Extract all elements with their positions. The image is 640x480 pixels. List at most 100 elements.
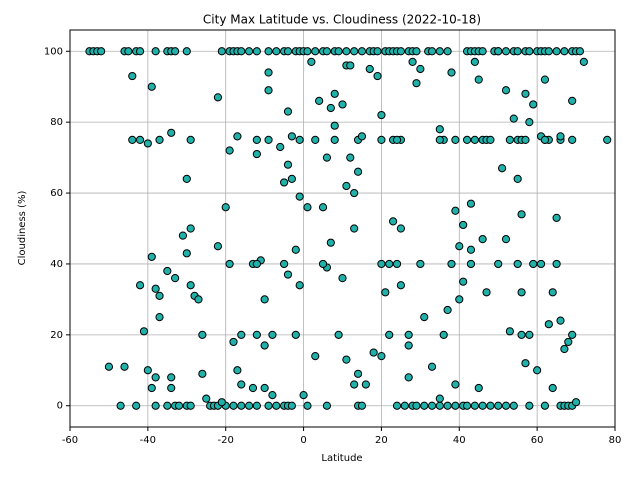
point <box>396 281 405 290</box>
point <box>501 235 511 244</box>
point <box>186 281 195 290</box>
point <box>525 330 534 339</box>
point <box>229 337 238 347</box>
point <box>427 401 437 410</box>
point <box>225 259 234 269</box>
point <box>470 135 479 144</box>
point <box>135 47 145 56</box>
point <box>525 47 534 56</box>
point <box>373 71 382 81</box>
point <box>571 398 581 407</box>
point <box>357 47 367 56</box>
point <box>540 135 550 144</box>
point <box>167 128 176 137</box>
point <box>295 135 304 144</box>
point <box>307 57 316 67</box>
point <box>322 47 332 56</box>
point <box>151 47 160 56</box>
point <box>171 274 180 283</box>
point <box>564 337 573 347</box>
point <box>171 47 180 56</box>
point <box>124 47 133 56</box>
point <box>466 259 476 269</box>
point <box>443 47 452 56</box>
point <box>509 114 518 123</box>
point <box>229 401 238 410</box>
x-tick-label: 0 <box>300 435 306 446</box>
point <box>556 316 565 325</box>
point <box>513 47 522 56</box>
point <box>517 210 526 219</box>
point <box>120 362 129 371</box>
point <box>151 401 160 410</box>
point <box>330 89 339 98</box>
point <box>478 47 487 56</box>
point <box>233 366 242 375</box>
x-tick-label: -40 <box>140 435 156 446</box>
point <box>186 401 195 410</box>
point <box>252 135 261 144</box>
point <box>517 288 526 297</box>
point <box>244 47 254 56</box>
point <box>521 89 530 98</box>
point <box>178 231 187 240</box>
point <box>182 47 191 56</box>
point <box>283 47 293 56</box>
point <box>451 401 460 410</box>
point <box>287 401 296 410</box>
point <box>311 47 320 56</box>
point <box>536 259 546 269</box>
point <box>400 401 409 410</box>
point <box>283 107 293 116</box>
point <box>260 295 269 304</box>
point <box>556 132 565 141</box>
point <box>544 320 553 329</box>
point <box>264 401 273 410</box>
point <box>494 401 503 410</box>
point <box>575 47 585 56</box>
point <box>435 401 444 410</box>
point <box>501 47 511 56</box>
point <box>544 47 553 56</box>
point <box>385 259 394 269</box>
point <box>163 266 172 276</box>
point <box>244 401 254 410</box>
point <box>318 203 328 212</box>
point <box>163 401 172 410</box>
point <box>443 401 452 410</box>
point <box>346 61 355 70</box>
point <box>326 103 335 113</box>
point <box>568 96 577 105</box>
point <box>322 401 332 410</box>
point <box>283 160 293 169</box>
point <box>237 330 246 339</box>
point <box>447 68 456 77</box>
point <box>525 118 534 127</box>
point <box>412 79 421 88</box>
point <box>167 373 176 382</box>
point <box>135 135 145 144</box>
x-tick-label: -20 <box>218 435 234 446</box>
point <box>560 47 569 56</box>
point <box>338 100 347 109</box>
point <box>147 82 156 91</box>
point <box>268 390 277 400</box>
point <box>552 259 561 269</box>
point <box>104 362 114 371</box>
point <box>435 47 444 56</box>
point <box>143 139 152 148</box>
x-axis-label: Latitude <box>321 453 362 464</box>
point <box>198 369 207 378</box>
point <box>357 401 367 410</box>
point <box>459 220 468 230</box>
point <box>427 362 437 371</box>
point <box>568 135 577 144</box>
point <box>404 341 413 350</box>
point <box>466 245 476 254</box>
point <box>482 288 491 297</box>
point <box>381 288 390 297</box>
point <box>268 330 277 339</box>
point <box>221 203 230 212</box>
point <box>143 366 152 375</box>
point <box>311 352 320 361</box>
